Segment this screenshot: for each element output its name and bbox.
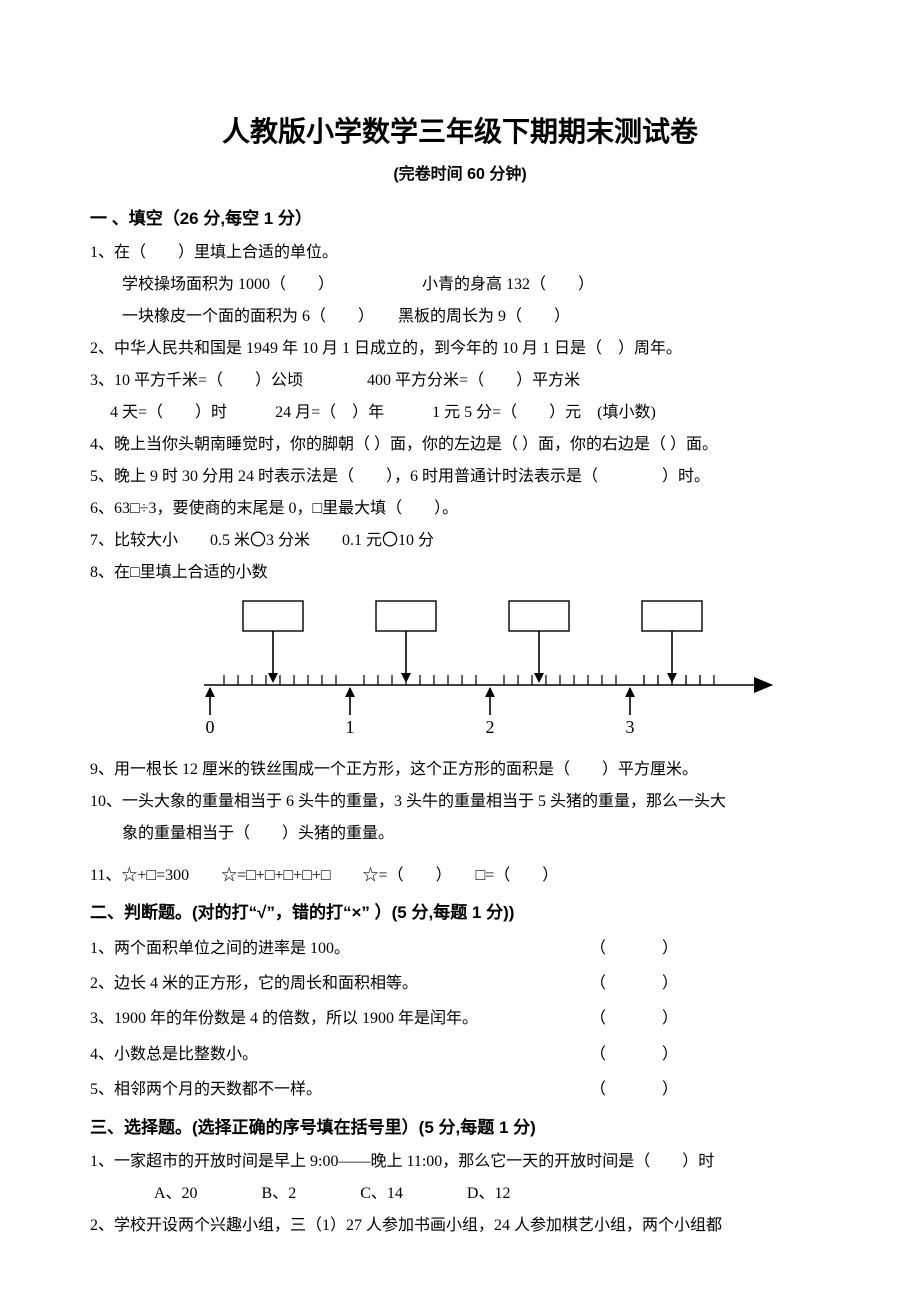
section3-head: 三、选择题。(选择正确的序号填在括号里）(5 分,每题 1 分): [90, 1113, 830, 1138]
q10a: 10、一头大象的重量相当于 6 头牛的重量，3 头牛的重量相当于 5 头猪的重量…: [90, 786, 830, 818]
tf-paren: （ ）: [590, 1072, 680, 1107]
q1b: 小青的身高 132（ ）: [422, 276, 594, 293]
q1-row2: 一块橡皮一个面的面积为 6（ ） 黑板的周长为 9（ ）: [90, 301, 830, 333]
q9: 9、用一根长 12 厘米的铁丝围成一个正方形，这个正方形的面积是（ ）平方厘米。: [90, 754, 830, 786]
svg-text:3: 3: [626, 717, 635, 737]
tf-paren: （ ）: [590, 1001, 680, 1036]
tf-text: 5、相邻两个月的天数都不一样。: [90, 1072, 322, 1107]
svg-text:0: 0: [206, 717, 215, 737]
tf-paren: （ ）: [590, 1037, 680, 1072]
exam-subtitle: (完卷时间 60 分钟): [90, 160, 830, 184]
q3-row1: 3、10 平方千米=（ ）公顷 400 平方分米=（ ）平方米: [90, 365, 830, 397]
s3q2: 2、学校开设两个兴趣小组，三（1）27 人参加书画小组，24 人参加棋艺小组，两…: [90, 1210, 830, 1242]
number-line-diagram: 0 1 2 3: [190, 595, 830, 750]
tf-item: 4、小数总是比整数小。 （ ）: [90, 1037, 680, 1072]
tf-item: 3、1900 年的年份数是 4 的倍数，所以 1900 年是闰年。 （ ）: [90, 1001, 680, 1036]
true-false-list: 1、两个面积单位之间的进率是 100。（ ）2、边长 4 米的正方形，它的周长和…: [90, 931, 830, 1107]
q11: 11、☆+□=300 ☆=□+□+□+□+□ ☆=（ ） □=（ ）: [90, 860, 830, 892]
q3c: 4 天=（ ）时: [110, 404, 227, 421]
q5: 5、晚上 9 时 30 分用 24 时表示法是（ ），6 时用普通计时法表示是（…: [90, 461, 830, 493]
q7: 7、比较大小 0.5 米〇3 分米 0.1 元〇10 分: [90, 525, 830, 557]
svg-text:1: 1: [346, 717, 355, 737]
tf-gap: [258, 1037, 590, 1072]
q3a: 3、10 平方千米=（ ）公顷: [90, 372, 303, 389]
exam-title: 人教版小学数学三年级下期期末测试卷: [90, 110, 830, 150]
q3b: 400 平方分米=（ ）平方米: [367, 372, 580, 389]
q8: 8、在□里填上合适的小数: [90, 557, 830, 589]
exam-page: 人教版小学数学三年级下期期末测试卷 (完卷时间 60 分钟) 一 、填空（26 …: [0, 0, 920, 1302]
s3q1: 1、一家超市的开放时间是早上 9:00——晚上 11:00，那么它一天的开放时间…: [90, 1146, 830, 1178]
q1a: 学校操场面积为 1000（ ）: [122, 276, 326, 293]
section1-head: 一 、填空（26 分,每空 1 分）: [90, 204, 830, 229]
tf-item: 1、两个面积单位之间的进率是 100。 （ ）: [90, 931, 680, 966]
section2-head: 二、判断题。(对的打“√”，错的打“×” ）(5 分,每题 1 分)): [90, 898, 830, 923]
tf-text: 3、1900 年的年份数是 4 的倍数，所以 1900 年是闰年。: [90, 1001, 478, 1036]
q10b: 象的重量相当于（ ）头猪的重量。: [90, 818, 830, 850]
number-line-svg: 0 1 2 3: [190, 595, 790, 745]
tf-text: 1、两个面积单位之间的进率是 100。: [90, 931, 350, 966]
tf-gap: [478, 1001, 590, 1036]
tf-gap: [350, 931, 590, 966]
q3e: 1 元 5 分=（ ）元 (填小数): [432, 404, 656, 421]
svg-text:2: 2: [486, 717, 495, 737]
tf-paren: （ ）: [590, 931, 680, 966]
tf-item: 2、边长 4 米的正方形，它的周长和面积相等。 （ ）: [90, 966, 680, 1001]
tf-text: 2、边长 4 米的正方形，它的周长和面积相等。: [90, 966, 418, 1001]
q2: 2、中华人民共和国是 1949 年 10 月 1 日成立的，到今年的 10 月 …: [90, 333, 830, 365]
tf-text: 4、小数总是比整数小。: [90, 1037, 258, 1072]
q3d: 24 月=（ ）年: [275, 404, 384, 421]
q3-row2: 4 天=（ ）时 24 月=（ ）年 1 元 5 分=（ ）元 (填小数): [90, 397, 830, 429]
tf-gap: [322, 1072, 590, 1107]
tf-paren: （ ）: [590, 966, 680, 1001]
tf-gap: [418, 966, 590, 1001]
tf-item: 5、相邻两个月的天数都不一样。 （ ）: [90, 1072, 680, 1107]
q6: 6、63□÷3，要使商的末尾是 0，□里最大填（ ）。: [90, 493, 830, 525]
q1c: 一块橡皮一个面的面积为 6（ ）: [122, 308, 366, 325]
q1-row1: 学校操场面积为 1000（ ） 小青的身高 132（ ）: [90, 269, 830, 301]
q1d: 黑板的周长为 9（ ）: [398, 308, 570, 325]
s3q1-options: A、20 B、2 C、14 D、12: [90, 1178, 830, 1210]
q4: 4、晚上当你头朝南睡觉时，你的脚朝（ ）面，你的左边是（ ）面，你的右边是（ ）…: [90, 429, 830, 461]
q1-lead: 1、在（ ）里填上合适的单位。: [90, 237, 830, 269]
